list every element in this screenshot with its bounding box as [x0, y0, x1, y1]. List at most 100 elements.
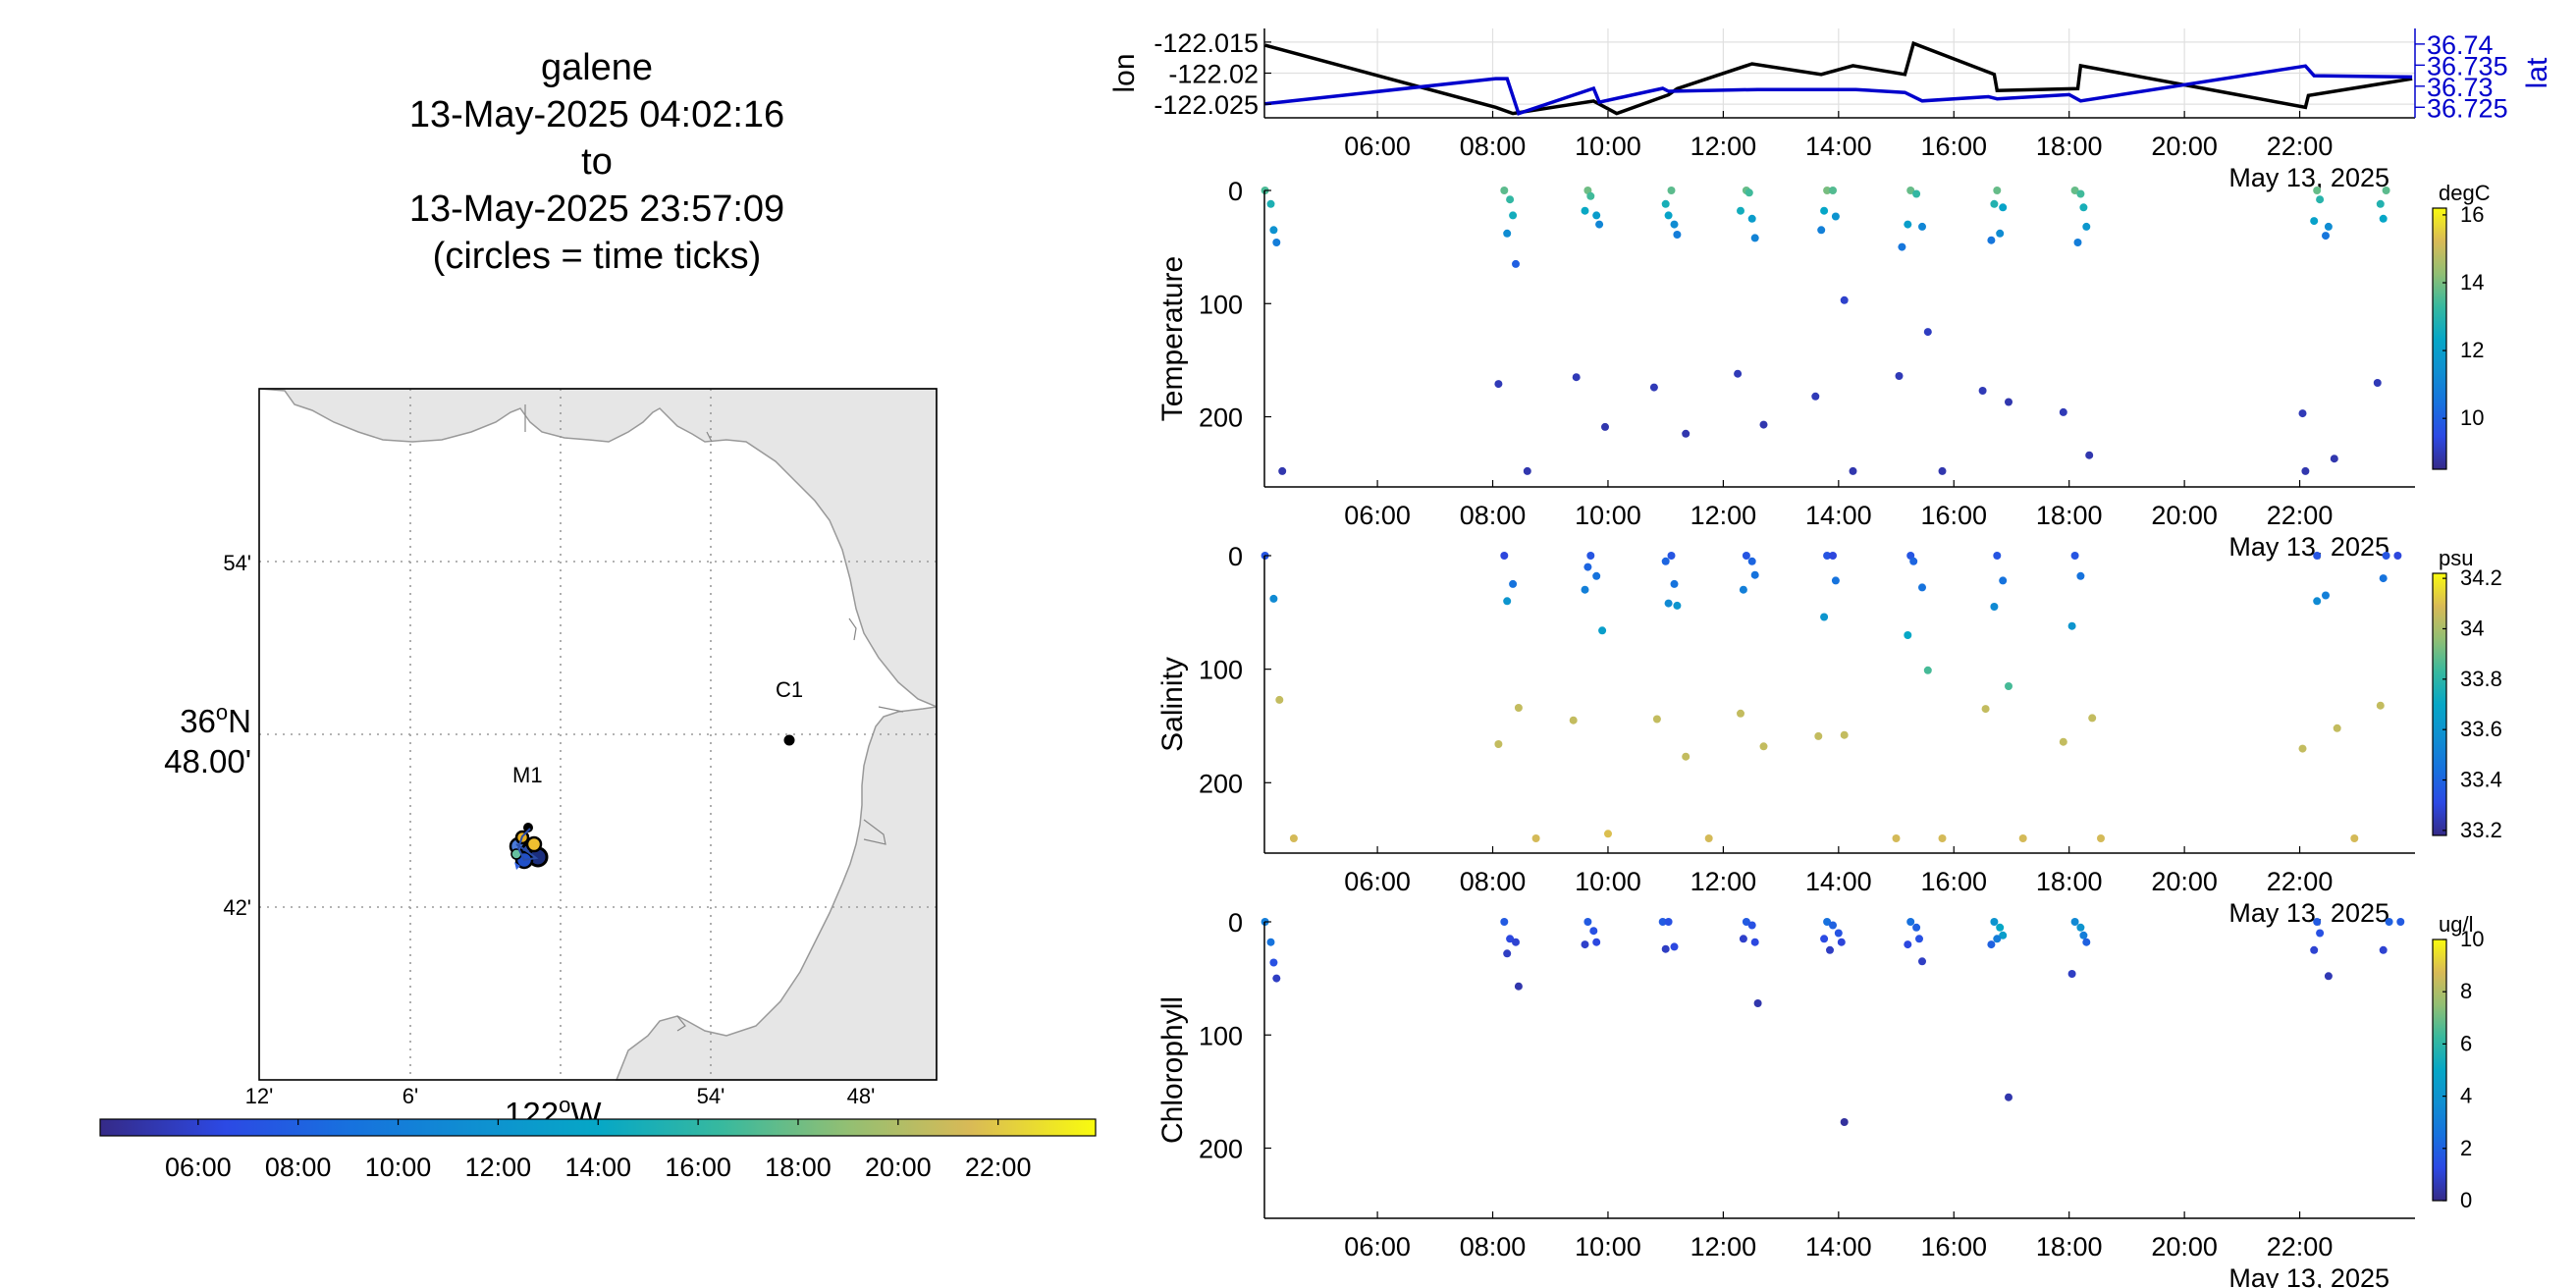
time-colorbar-tick-label: 10:00	[365, 1153, 432, 1182]
temperature-point	[1512, 259, 1520, 268]
salinity-date-label: May 13, 2025	[2228, 898, 2389, 928]
chlorophyll-xtick-label: 16:00	[1920, 1232, 1987, 1261]
temperature-xtick-label: 06:00	[1344, 501, 1411, 530]
chlorophyll-colorbar-tick-label: 2	[2460, 1136, 2472, 1160]
station-label-m1: M1	[512, 763, 543, 787]
salinity-point	[1581, 585, 1589, 594]
chlorophyll-point	[1583, 918, 1592, 926]
temperature-point	[1849, 466, 1857, 475]
temperature-point	[1494, 380, 1503, 389]
station-marker-c1	[783, 734, 795, 746]
chlorophyll-xtick-label: 20:00	[2151, 1232, 2218, 1261]
chlorophyll-xtick-label: 14:00	[1805, 1232, 1872, 1261]
chlorophyll-point	[1739, 935, 1747, 943]
temperature-xtick-label: 22:00	[2267, 501, 2334, 530]
chlorophyll-point	[2310, 945, 2319, 954]
chlorophyll-colorbar-bar	[2432, 939, 2447, 1202]
salinity-point	[1531, 834, 1540, 842]
track-cluster	[509, 823, 549, 870]
salinity-colorbar-tick-label: 34	[2460, 616, 2484, 640]
salinity-point	[2298, 744, 2307, 753]
chlorophyll-point	[2079, 931, 2088, 939]
chlorophyll-point	[1661, 944, 1670, 953]
temperature-xtick-label: 08:00	[1460, 501, 1527, 530]
salinity-colorbar-units: psu	[2439, 546, 2473, 570]
temperature-point	[1923, 328, 1932, 337]
salinity-colorbar: 34.2 34 33.8 33.6 33.4 33.2 psu	[2432, 546, 2502, 842]
temperature-point	[2070, 187, 2079, 194]
salinity-point	[1503, 597, 1512, 606]
temperature-point	[1572, 373, 1581, 382]
position-xtick-label: 10:00	[1575, 132, 1641, 161]
chlorophyll-point	[1750, 938, 1759, 946]
series-line-lat	[1264, 64, 2413, 116]
salinity-point	[2313, 552, 2322, 560]
chlorophyll-point	[2082, 938, 2091, 946]
temperature-point	[1682, 429, 1690, 438]
lat-tick-label: 36.74	[2427, 30, 2494, 60]
chlorophyll-ytick-label: 100	[1199, 1021, 1243, 1050]
temperature-point	[1269, 226, 1278, 235]
salinity-point	[1739, 585, 1747, 594]
salinity-colorbar-tick-label: 33.4	[2460, 768, 2502, 792]
temperature-point	[2373, 379, 2382, 387]
temperature-point	[1759, 420, 1768, 429]
temperature-point	[2310, 217, 2319, 226]
chlorophyll-point	[1829, 921, 1837, 930]
chlorophyll-xtick-label: 12:00	[1690, 1232, 1757, 1261]
lat-tick-label: 36.725	[2427, 93, 2508, 123]
chlorophyll-point	[1753, 999, 1762, 1007]
salinity-xtick-label: 16:00	[1920, 867, 1987, 896]
salinity-point	[1829, 552, 1837, 560]
map-lon-tick: 12'	[245, 1084, 274, 1108]
station-label-c1: C1	[776, 677, 803, 702]
chlorophyll-xtick-label: 10:00	[1575, 1232, 1641, 1261]
map-lon-tick: 6'	[402, 1084, 418, 1108]
time-colorbar-tick-label: 20:00	[865, 1153, 932, 1182]
chlorophyll-point	[1512, 938, 1520, 946]
temperature-point	[1823, 187, 1832, 194]
chlorophyll-point	[1742, 918, 1750, 926]
chlorophyll-point	[1915, 935, 1923, 943]
chlorophyll-point	[1996, 923, 2005, 932]
chlorophyll-colorbar-tick-label: 0	[2460, 1188, 2472, 1212]
temperature-point	[1500, 187, 1509, 194]
map-lat-ticks: 54' 42'	[223, 551, 251, 920]
chlorophyll-point	[1904, 940, 1912, 949]
chlorophyll-point	[1266, 938, 1275, 946]
chlorophyll-point	[1589, 927, 1598, 936]
temperature-point	[1734, 369, 1743, 378]
salinity-point	[1918, 583, 1926, 592]
salinity-point	[1737, 709, 1744, 718]
temperature-ytick-label: 200	[1199, 403, 1243, 433]
salinity-point	[1667, 552, 1676, 560]
temperature-point	[2324, 222, 2333, 231]
temperature-xtick-label: 10:00	[1575, 501, 1641, 530]
chlorophyll-date-label: May 13, 2025	[2228, 1263, 2389, 1288]
position-grid	[1264, 28, 2415, 118]
series-line-lon	[1264, 40, 2413, 116]
chlorophyll-point	[1826, 945, 1834, 954]
temperature-point	[1670, 220, 1679, 229]
temperature-xtick-label: 14:00	[1805, 501, 1872, 530]
temperature-point	[1581, 206, 1589, 215]
chlorophyll-point	[1834, 929, 1843, 938]
salinity-point	[1981, 705, 1990, 714]
salinity-point	[1586, 552, 1595, 560]
salinity-point	[1814, 731, 1823, 740]
chlorophyll-point	[1912, 923, 1921, 932]
lon-tick-label: -122.025	[1154, 90, 1259, 120]
salinity-xtick-label: 20:00	[2151, 867, 2218, 896]
salinity-point	[1750, 570, 1759, 579]
chlorophyll-point	[1823, 918, 1832, 926]
temperature-ytick-label: 100	[1199, 290, 1243, 319]
salinity-point	[1509, 579, 1518, 588]
temperature-point	[1999, 203, 2008, 212]
position-xtick-label: 18:00	[2036, 132, 2103, 161]
temperature-panel: 0 100 200 Temperature 06:00 08:00 10:00 12:00 14…	[1156, 177, 2491, 562]
temperature-colorbar: 16 14 12 10 degC	[2432, 181, 2491, 470]
salinity-point	[2313, 597, 2322, 606]
temperature-point	[1912, 189, 1921, 198]
figure-title: galene 13-May-2025 04:02:16 to 13-May-20…	[409, 47, 784, 277]
chlorophyll-point	[2313, 918, 2322, 926]
